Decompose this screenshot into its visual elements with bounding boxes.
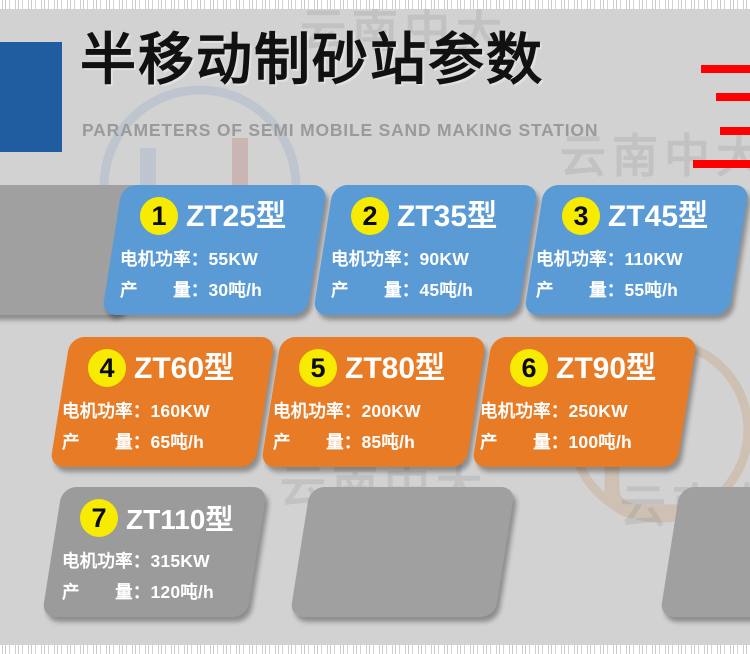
card-output-label: 产 量：65吨/h (62, 432, 205, 452)
card-model-label: ZT110型 (126, 504, 234, 535)
placeholder-slab-right (659, 487, 750, 617)
card-output-label: 产 量：30吨/h (120, 280, 263, 300)
spec-card[interactable]: 7 ZT110型 电机功率：315KW 产 量：120吨/h (41, 487, 268, 617)
torn-edge-top (0, 0, 750, 9)
spec-card[interactable]: 2 ZT35型 电机功率：90KW 产 量：45吨/h (312, 185, 539, 315)
card-number-badge: 2 (351, 197, 389, 235)
spec-card[interactable]: 6 ZT90型 电机功率：250KW 产 量：100吨/h (471, 337, 698, 467)
header-blue-block (0, 42, 62, 152)
card-number-badge: 6 (510, 349, 548, 387)
card-power-label: 电机功率：200KW (273, 401, 421, 421)
header-red-line-1 (701, 65, 750, 73)
page-subtitle: PARAMETERS OF SEMI MOBILE SAND MAKING ST… (82, 120, 599, 140)
card-power-label: 电机功率：160KW (62, 401, 210, 421)
spec-card[interactable]: 1 ZT25型 电机功率：55KW 产 量：30吨/h (101, 185, 328, 315)
card-power-label: 电机功率：110KW (536, 249, 683, 269)
torn-edge-bottom (0, 645, 750, 654)
poster-header: 半移动制砂站参数 PARAMETERS OF SEMI MOBILE SAND … (0, 20, 750, 168)
card-model-label: ZT80型 (345, 352, 446, 385)
card-power-label: 电机功率：315KW (62, 551, 210, 571)
card-number-badge: 7 (80, 499, 118, 537)
card-output-label: 产 量：55吨/h (536, 280, 679, 300)
card-model-label: ZT60型 (134, 352, 235, 385)
card-number-badge: 4 (88, 349, 126, 387)
spec-card[interactable]: 4 ZT60型 电机功率：160KW 产 量：65吨/h (49, 337, 276, 467)
placeholder-slab-mid (289, 487, 516, 617)
header-red-line-3 (720, 127, 750, 135)
spec-card[interactable]: 5 ZT80型 电机功率：200KW 产 量：85吨/h (260, 337, 487, 467)
card-output-label: 产 量：120吨/h (62, 582, 214, 602)
card-power-label: 电机功率：90KW (331, 249, 469, 269)
card-model-label: ZT35型 (397, 200, 498, 233)
card-output-label: 产 量：85吨/h (273, 432, 416, 452)
header-red-line-4 (693, 160, 750, 168)
card-power-label: 电机功率：55KW (120, 249, 258, 269)
card-output-label: 产 量：100吨/h (480, 432, 632, 452)
card-number-badge: 3 (562, 197, 600, 235)
card-power-label: 电机功率：250KW (480, 401, 628, 421)
page-title: 半移动制砂站参数 (80, 28, 544, 91)
card-model-label: ZT45型 (608, 200, 709, 233)
header-red-line-2 (716, 93, 750, 101)
card-model-label: ZT25型 (186, 200, 287, 233)
card-number-badge: 5 (299, 349, 337, 387)
card-output-label: 产 量：45吨/h (331, 280, 474, 300)
spec-card[interactable]: 3 ZT45型 电机功率：110KW 产 量：55吨/h (523, 185, 750, 315)
card-model-label: ZT90型 (556, 352, 657, 385)
card-number-badge: 1 (140, 197, 178, 235)
